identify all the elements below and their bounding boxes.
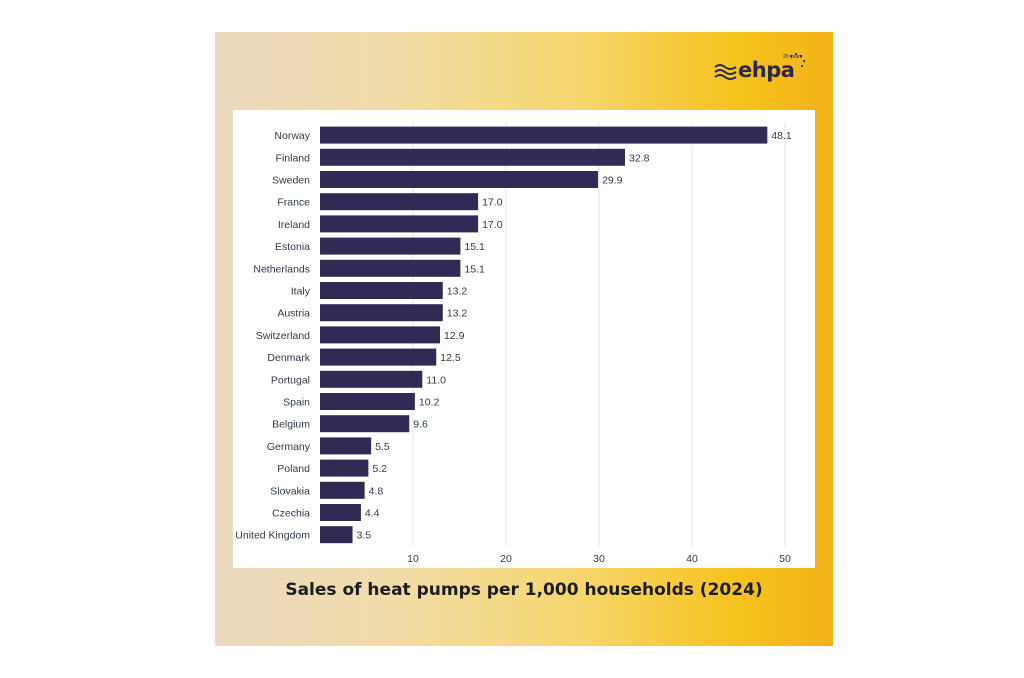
- bar: [320, 437, 372, 455]
- value-label: 29.9: [602, 175, 623, 187]
- value-label: 10.2: [419, 397, 440, 409]
- x-tick-label: 10: [407, 553, 419, 565]
- bar: [320, 348, 437, 366]
- category-label: Slovakia: [270, 485, 310, 497]
- waves-icon: [714, 64, 737, 80]
- category-label: Spain: [283, 397, 310, 409]
- value-label: 13.2: [447, 308, 468, 320]
- category-label: Ireland: [278, 219, 310, 231]
- category-label: Germany: [267, 441, 311, 453]
- bar: [320, 259, 461, 277]
- value-label: 4.8: [369, 485, 384, 497]
- bar: [320, 171, 599, 188]
- category-label: Netherlands: [253, 263, 310, 275]
- value-label: 9.6: [413, 419, 428, 431]
- value-label: 32.8: [629, 152, 650, 164]
- category-label: Finland: [276, 152, 311, 164]
- value-label: 15.1: [464, 241, 485, 253]
- category-label: Austria: [277, 308, 310, 320]
- value-label: 5.2: [372, 463, 387, 475]
- category-label: Portugal: [271, 374, 310, 386]
- value-label: 4.4: [365, 508, 380, 520]
- brand-name: ehpa: [738, 58, 795, 82]
- value-label: 48.1: [771, 130, 792, 142]
- value-label: 12.9: [444, 330, 465, 342]
- bar-chart: 10 20 30 40 50 Norway 48.1 Finland 32.8 Sweden 29.…: [235, 122, 792, 565]
- category-label: Czechia: [272, 508, 310, 520]
- bar: [320, 237, 461, 255]
- brand-tagline: 20 years: [783, 54, 803, 60]
- category-label: Denmark: [267, 352, 310, 364]
- value-label: 11.0: [426, 374, 446, 386]
- bar: [320, 304, 443, 322]
- bar: [320, 148, 626, 166]
- value-label: 12.5: [440, 352, 461, 364]
- value-label: 17.0: [482, 197, 503, 209]
- value-label: 17.0: [482, 219, 503, 231]
- x-tick-label: 20: [500, 553, 512, 565]
- bar: [320, 526, 353, 544]
- ehpa-logo: ehpa 20 years: [714, 52, 808, 84]
- chart-title: Sales of heat pumps per 1,000 households…: [285, 580, 763, 600]
- x-tick-label: 40: [686, 553, 698, 565]
- bar: [320, 393, 415, 410]
- bar: [320, 504, 361, 521]
- bar: [320, 370, 423, 388]
- category-label: Sweden: [272, 175, 310, 187]
- bar: [320, 415, 410, 433]
- bar: [320, 193, 479, 211]
- bar: [320, 459, 369, 477]
- value-label: 3.5: [357, 530, 372, 542]
- x-tick-label: 30: [593, 553, 605, 565]
- chart-panel: 10 20 30 40 50 Norway 48.1 Finland 32.8 Sweden 29.…: [233, 110, 815, 568]
- category-label: United Kingdom: [235, 530, 310, 542]
- bar: [320, 481, 365, 499]
- bar: [320, 326, 440, 344]
- category-label: Italy: [291, 286, 311, 298]
- category-label: Switzerland: [256, 330, 310, 342]
- category-label: Norway: [274, 130, 310, 142]
- bar: [320, 215, 479, 233]
- x-tick-label: 50: [779, 553, 791, 565]
- value-label: 13.2: [447, 286, 468, 298]
- category-label: Estonia: [275, 241, 310, 253]
- value-label: 15.1: [464, 263, 485, 275]
- category-label: France: [277, 197, 310, 209]
- category-label: Belgium: [272, 419, 310, 431]
- stars-icon: [789, 52, 806, 68]
- category-label: Poland: [277, 463, 310, 475]
- bar: [320, 126, 768, 144]
- value-label: 5.5: [375, 441, 390, 453]
- bar: [320, 282, 443, 299]
